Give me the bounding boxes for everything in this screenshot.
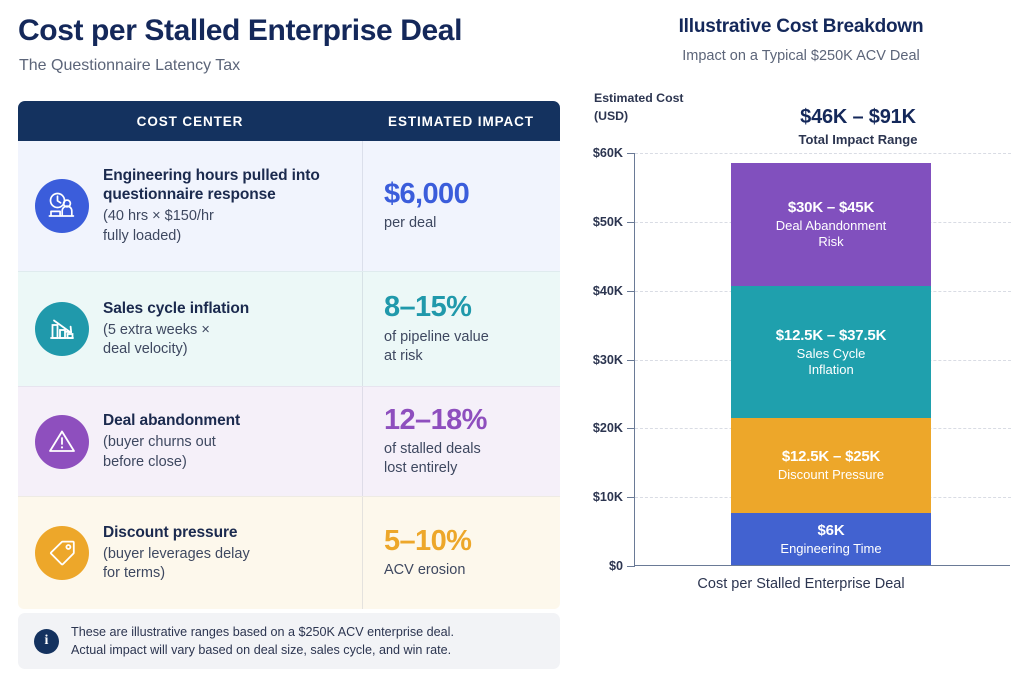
table-row: Engineering hours pulled into questionna… [18,141,560,271]
bar-segment-label: Discount Pressure [777,467,885,483]
cost-center-cell: Deal abandonment (buyer churns out befor… [18,387,362,496]
gridline [635,153,1011,154]
y-axis-tick-label: $30K [592,352,623,367]
y-axis-tick [627,566,635,567]
y-axis-tick-label: $10K [592,490,623,505]
chart-title: Illustrative Cost Breakdown [678,16,924,37]
cost-center-detail: (buyer churns out before close) [103,434,216,470]
table-header-row: COST CENTER ESTIMATED IMPACT [18,101,560,141]
y-axis-tick [627,153,635,154]
cost-center-cell: Engineering hours pulled into questionna… [18,141,362,271]
estimated-impact-cell: 12–18% of stalled deals lost entirely [362,387,560,496]
estimated-impact-cell: 8–15% of pipeline value at risk [362,272,560,386]
chart-subtitle: Impact on a Typical $250K ACV Deal [682,48,920,64]
cost-center-text: Sales cycle inflation (5 extra weeks × d… [103,299,249,360]
bar-segment-value: $30K – $45K [787,199,875,217]
bar-segment-value: $12.5K – $25K [781,448,881,466]
impact-detail: of pipeline value at risk [384,328,489,364]
total-impact-range: $46K – $91K Total Impact Range [698,106,1018,147]
y-axis-caption-line-1: Estimated Cost [594,91,684,105]
cost-center-table: COST CENTER ESTIMATED IMPACT [18,101,560,609]
chart-panel: Illustrative Cost Breakdown Impact on a … [578,0,1024,683]
bar-segment-label: Engineering Time [780,540,882,556]
footnote-line-1: These are illustrative ranges based on a… [71,624,454,639]
y-axis-caption-line-2: (USD) [594,108,629,123]
price-tag-icon [35,526,89,580]
cost-center-cell: Discount pressure (buyer leverages delay… [18,497,362,609]
impact-detail: per deal [384,215,437,232]
total-impact-label: Total Impact Range [798,132,918,147]
impact-value: 8–15% [384,291,472,324]
cost-center-text: Discount pressure (buyer leverages delay… [103,523,250,584]
impact-value: 12–18% [384,403,487,436]
column-header-cost-center: COST CENTER [136,113,244,129]
cost-center-title: Engineering hours pulled into questionna… [103,167,320,204]
cost-center-detail: (40 hrs × $150/hr fully loaded) [103,208,214,244]
y-axis-caption: Estimated Cost (USD) [594,90,684,126]
cost-center-cell: Sales cycle inflation (5 extra weeks × d… [18,272,362,386]
y-axis-tick [627,428,635,430]
footnote: i These are illustrative ranges based on… [18,613,560,669]
page-subtitle: The Questionnaire Latency Tax [19,57,241,74]
cost-center-text: Deal abandonment (buyer churns out befor… [103,411,240,472]
column-header-estimated-impact: ESTIMATED IMPACT [388,113,534,129]
y-axis-tick [627,497,635,499]
table-row: Discount pressure (buyer leverages delay… [18,496,560,609]
y-axis-tick [627,359,635,361]
bar-segment: $6K Engineering Time [731,513,931,565]
bar-segment-label: Sales Cycle Inflation [796,345,866,377]
bar-segment-value: $12.5K – $37.5K [775,326,887,344]
estimated-impact-cell: $6,000 per deal [362,141,560,271]
table-row: Deal abandonment (buyer churns out befor… [18,386,560,496]
warning-triangle-icon [35,414,89,469]
footnote-line-2: Actual impact will vary based on deal si… [71,643,452,657]
impact-detail: of stalled deals lost entirely [384,441,481,477]
page-title: Cost per Stalled Enterprise Deal [18,14,463,47]
impact-value: 5–10% [384,524,472,557]
y-axis-tick-label: $0 [608,559,623,573]
y-axis-tick-label: $60K [592,146,623,160]
bar-segment-value: $6K [817,521,845,539]
clock-person-desk-icon [35,179,89,233]
cost-center-title: Deal abandonment [103,412,241,430]
cost-center-title: Sales cycle inflation [103,299,250,317]
table-row: Sales cycle inflation (5 extra weeks × d… [18,271,560,386]
impact-value: $6,000 [384,177,470,210]
y-axis-tick-label: $20K [592,421,623,436]
cost-center-title: Discount pressure [103,523,238,541]
bar-segment: $12.5K – $25K Discount Pressure [731,418,931,514]
total-impact-value: $46K – $91K [800,106,916,128]
estimated-impact-cell: 5–10% ACV erosion [362,497,560,609]
cost-center-detail: (5 extra weeks × deal velocity) [103,321,210,358]
chart-plot-area: $0 $10K $20K $30K $40K $50K $60K $6K Engineerin… [593,146,1011,573]
x-axis-label: Cost per Stalled Enterprise Deal [697,576,905,592]
y-axis-tick-label: $40K [592,283,623,298]
left-panel: Cost per Stalled Enterprise Deal The Que… [18,14,560,669]
bar-segment: $30K – $45K Deal Abandonment Risk [731,163,931,287]
footnote-text: These are illustrative ranges based on a… [71,623,454,660]
y-axis-tick-label: $50K [592,214,623,229]
y-axis-tick [627,290,635,292]
bar-segment: $12.5K – $37.5K Sales Cycle Inflation [731,286,931,419]
y-axis-tick [627,221,635,223]
cost-center-detail: (buyer leverages delay for terms) [103,545,250,582]
declining-bar-chart-icon [35,302,89,356]
impact-detail: ACV erosion [384,562,466,579]
cost-center-text: Engineering hours pulled into questionna… [103,166,350,246]
bar-segment-label: Deal Abandonment Risk [775,218,887,250]
info-icon: i [34,628,59,654]
